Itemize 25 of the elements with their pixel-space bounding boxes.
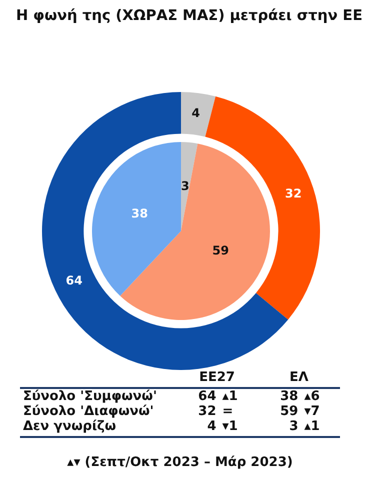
chart-title: Η φωνή της (ΧΩΡΑΣ ΜΑΣ) μετράει στην ΕΕ (16, 8, 362, 24)
data-label: 4 (176, 419, 220, 437)
data-label: 64 (176, 388, 220, 404)
text: ΕΛ (288, 370, 310, 387)
category-label: Σύνολο 'Συμφωνώ' (20, 388, 176, 404)
text: ▴1 (219, 388, 258, 404)
text: = (221, 404, 234, 419)
category-label: Σύνολο 'Διαφωνώ' (22, 404, 155, 419)
text: ΕΕ27 (198, 370, 236, 387)
data-label: 32 (285, 186, 302, 201)
data-label: 38 (258, 388, 302, 404)
text: ▴6 (301, 388, 340, 404)
data-label: 32 (197, 404, 218, 419)
text: ▴1 (301, 419, 340, 437)
category-label: Δεν γνωρίζω (20, 419, 176, 437)
data-label: 59 (279, 404, 300, 419)
data-label: 3 (258, 419, 302, 437)
data-label: 64 (66, 273, 82, 288)
data-label: 3 (181, 178, 190, 193)
data-label: 59 (212, 243, 229, 258)
text: ▾1 (219, 419, 258, 437)
data-label: 38 (131, 206, 148, 221)
data-label: 4 (192, 106, 200, 120)
text: ▴▾ (Σεπτ/Οκτ 2023 – Μάρ 2023) (66, 455, 294, 470)
text: ▾7 (303, 404, 321, 419)
